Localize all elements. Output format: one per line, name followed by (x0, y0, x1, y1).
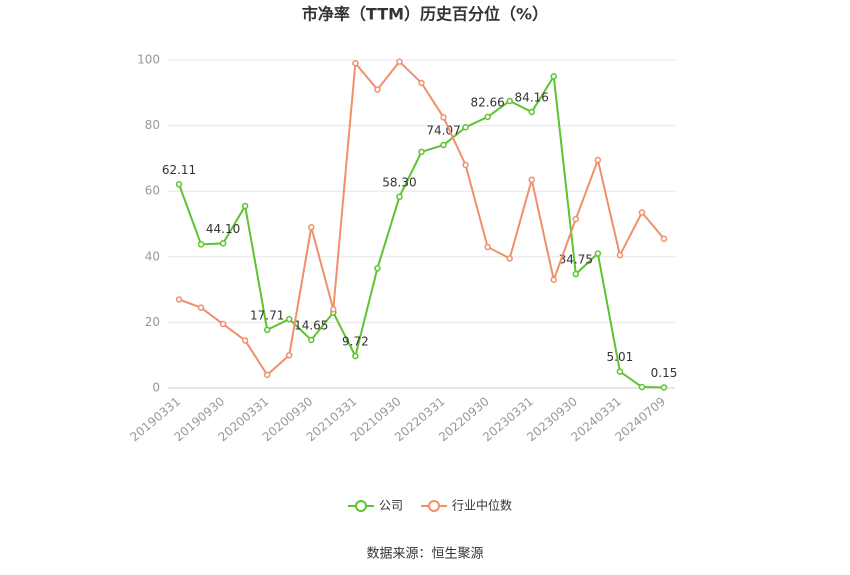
data-label: 17.71 (250, 308, 284, 322)
data-point (241, 337, 249, 344)
data-point (462, 123, 469, 131)
data-point (462, 161, 469, 169)
data-point (594, 250, 602, 257)
data-point (616, 251, 624, 259)
legend-marker (428, 500, 441, 512)
data-label: 74.07 (426, 124, 460, 138)
data-point (550, 276, 558, 284)
data-label: 44.10 (206, 222, 240, 236)
data-point (440, 114, 447, 121)
data-point (572, 270, 580, 278)
y-tick-label: 100 (137, 53, 160, 67)
data-point (175, 296, 183, 303)
data-point (660, 235, 668, 243)
y-tick-label: 0 (152, 381, 160, 395)
data-point (506, 255, 513, 262)
data-point (638, 383, 646, 391)
data-point (285, 351, 293, 359)
data-point (308, 224, 315, 231)
data-point (528, 108, 535, 116)
data-point (418, 79, 425, 87)
data-point (197, 304, 205, 311)
data-point (352, 352, 359, 360)
data-point (660, 384, 668, 391)
data-label: 84.16 (515, 90, 549, 104)
data-point (506, 97, 513, 105)
data-point (175, 181, 183, 188)
data-label: 5.01 (607, 350, 634, 364)
data-label: 62.11 (162, 163, 196, 177)
data-point (418, 148, 425, 156)
data-point (484, 243, 491, 251)
legend-label: 公司 (379, 499, 403, 513)
source-note: 数据来源：恒生聚源 (366, 547, 483, 562)
data-point (352, 60, 359, 67)
series-line (178, 73, 665, 389)
data-label: 0.15 (651, 366, 678, 380)
y-tick-label: 60 (145, 184, 160, 198)
data-point (528, 176, 535, 183)
data-point (374, 265, 381, 272)
data-point (396, 193, 403, 201)
data-point (330, 306, 337, 313)
data-point (197, 241, 205, 248)
data-point (285, 315, 293, 323)
chart-title: 市净率（TTM）历史百分位（%） (302, 5, 548, 24)
data-point (219, 320, 227, 328)
y-tick-label: 40 (145, 249, 160, 263)
data-point (219, 240, 227, 247)
legend-marker (355, 500, 367, 512)
y-tick-label: 20 (145, 315, 160, 329)
data-point (308, 336, 315, 344)
data-point (572, 215, 580, 223)
legend-label: 行业中位数 (452, 498, 512, 513)
data-label: 82.66 (470, 95, 504, 109)
data-point (638, 209, 646, 216)
data-point (594, 156, 602, 164)
data-point (241, 202, 249, 210)
y-tick-label: 80 (145, 118, 160, 132)
data-label: 34.75 (559, 253, 593, 267)
data-point (616, 368, 624, 375)
data-label: 14.65 (294, 318, 328, 332)
data-point (263, 326, 271, 334)
data-point (374, 86, 381, 93)
data-point (263, 371, 271, 379)
data-label: 9.72 (342, 335, 369, 349)
data-point (550, 73, 558, 80)
data-point (396, 58, 403, 65)
series-line (178, 60, 665, 377)
data-point (440, 141, 447, 149)
data-label: 58.30 (382, 175, 416, 189)
data-point (484, 113, 491, 121)
